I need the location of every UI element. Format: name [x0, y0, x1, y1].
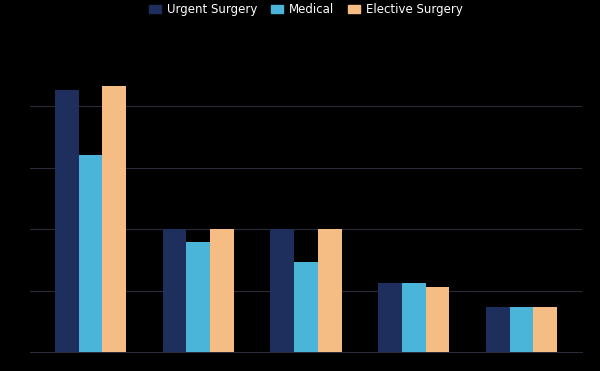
Bar — [509, 307, 533, 352]
Bar — [187, 242, 210, 352]
Bar — [294, 262, 318, 352]
Bar — [55, 90, 79, 352]
Bar — [486, 307, 509, 352]
Bar — [271, 229, 294, 352]
Bar — [533, 307, 557, 352]
Bar — [79, 155, 103, 352]
Bar — [210, 229, 234, 352]
Bar — [318, 229, 341, 352]
Bar — [402, 283, 425, 352]
Bar — [425, 287, 449, 352]
Bar — [163, 229, 187, 352]
Bar — [103, 86, 126, 352]
Legend: Urgent Surgery, Medical, Elective Surgery: Urgent Surgery, Medical, Elective Surger… — [144, 0, 468, 20]
Bar — [378, 283, 402, 352]
